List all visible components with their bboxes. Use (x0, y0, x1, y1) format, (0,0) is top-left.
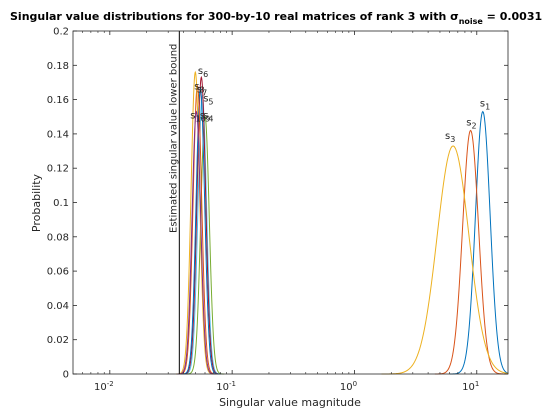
x-tick-label: 10-2 (94, 380, 114, 393)
y-tick-label: 0.02 (47, 335, 69, 346)
series-curve-s2 (434, 129, 507, 375)
series-label-s9: s9 (200, 110, 210, 123)
series-curve-s1 (449, 110, 509, 375)
y-ticks: 0 0.02 0.04 0.06 0.08 0.1 0.12 0.14 0.16 0.18 0.2 (47, 27, 508, 381)
series-curve-s3 (381, 145, 509, 375)
series-curve-s8 (178, 84, 217, 375)
series-curve-s4 (185, 115, 225, 375)
series-label-s5: s5 (203, 93, 213, 106)
series-curve-s7 (181, 87, 220, 375)
series-curves (176, 70, 509, 375)
y-tick-label: 0.06 (47, 267, 69, 278)
series-label-s7: s7 (197, 85, 207, 98)
series-label-s1: s1 (480, 98, 490, 111)
series-label-s3: s3 (445, 131, 455, 144)
series-label-s4: s4 (203, 110, 213, 123)
chart-title-main: Singular value distributions for 300-by-… (10, 10, 459, 23)
plot-area (73, 31, 508, 374)
series-label-s6: s6 (198, 66, 208, 79)
x-tick-label: 100 (340, 380, 357, 393)
y-tick-label: 0.18 (47, 61, 69, 72)
lower-bound-label: Estimated singular value lower bound (168, 44, 179, 233)
y-axis-label: Probability (30, 173, 43, 232)
y-tick-label: 0.14 (47, 129, 69, 140)
chart-title-suffix: = 0.0031 (483, 10, 542, 23)
x-tick-label: 101 (462, 380, 479, 393)
series-curve-s9 (176, 70, 215, 375)
y-tick-label: 0.04 (47, 301, 69, 312)
y-tick-label: 0.16 (47, 95, 69, 106)
series-label-s8: s8 (194, 81, 204, 94)
y-tick-label: 0 (63, 370, 69, 381)
series-curve-s10 (177, 110, 216, 375)
series-curve-s6 (182, 75, 221, 375)
x-axis-label: Singular value magnitude (219, 396, 361, 409)
chart-title-subscript: noise (459, 17, 484, 26)
series-label-s10: s10 (190, 110, 205, 123)
y-tick-label: 0.2 (53, 27, 69, 38)
chart-title: Singular value distributions for 300-by-… (10, 10, 542, 26)
x-ticks: 10-2 10-1 100 101 (82, 31, 479, 393)
series-label-s2: s2 (466, 117, 476, 130)
series-curve-s5 (182, 94, 222, 375)
annotation-group: Estimated singular value lower bound (168, 31, 180, 374)
y-tick-label: 0.1 (53, 198, 69, 209)
y-tick-label: 0.08 (47, 232, 69, 243)
x-tick-label: 10-1 (216, 380, 236, 393)
y-tick-label: 0.12 (47, 164, 69, 175)
